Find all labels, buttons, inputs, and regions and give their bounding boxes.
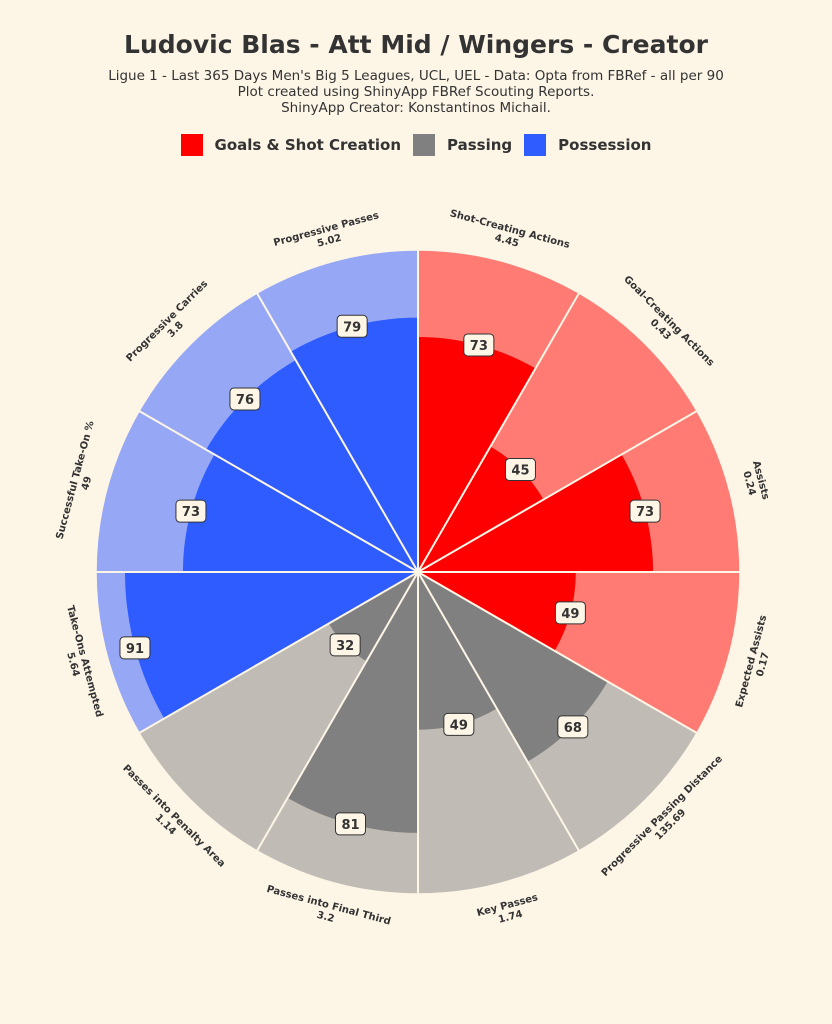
value-badge-goal-creating-actions: 45 [504,458,536,482]
badge-value: 68 [564,721,582,736]
slice-divider [256,292,419,573]
subtitle-line: ShinyApp Creator: Konstantinos Michail. [281,100,551,116]
slice-bar-key-passes [418,572,497,730]
badge-box [229,387,261,411]
value-badge-passes-into-final-third: 81 [334,812,366,836]
slice-divider [138,571,419,734]
legend-swatch [524,134,547,156]
value-badge-expected-assists: 49 [554,601,586,625]
legend-label: Possession [558,136,652,154]
badge-value: 81 [341,818,359,833]
chart-title: Ludovic Blas - Att Mid / Wingers - Creat… [124,30,708,59]
badge-value: 49 [561,607,579,622]
slice-divider [417,571,698,734]
slice-divider [417,410,698,573]
subtitle-line: Ligue 1 - Last 365 Days Men's Big 5 Leag… [108,68,724,84]
slice-dividers [95,249,741,895]
badge-value: 73 [470,339,488,354]
value-badge-key-passes: 49 [443,712,475,736]
slice-bar-shot-creating-actions [418,336,536,572]
badge-box [334,812,366,836]
badge-value: 49 [450,718,468,733]
badge-box [443,712,475,736]
badge-value: 91 [126,642,144,657]
value-badge-progressive-passing-distance: 68 [557,715,589,739]
badge-box [463,333,495,357]
slice-bar-expected-assists [418,572,576,651]
slice-divider [417,571,580,852]
badge-box [175,499,207,523]
stat-per90-value: 49 [80,475,94,491]
subtitle-line: Plot created using ShinyApp FBRef Scouti… [237,84,595,100]
stat-per90-value: 3.2 [315,910,335,925]
value-badge-take-ons-attempted: 91 [119,636,151,660]
slice-divider [138,410,419,573]
badge-value: 79 [343,320,361,335]
legend-item-possession: Possession [524,134,651,156]
badge-box [554,601,586,625]
badge-box [557,715,589,739]
slice-bar-progressive-passing-distance [418,572,608,762]
value-badge-progressive-carries: 76 [229,387,261,411]
legend-swatch [413,134,436,156]
legend-swatch [180,134,203,156]
slice-bar-take-ons-attempted [124,572,418,719]
legend-item-passing: Passing [413,134,512,156]
badge-value: 32 [336,639,354,654]
chart-subtitle: Ligue 1 - Last 365 Days Men's Big 5 Leag… [0,68,832,116]
slice-divider [417,292,580,573]
outer-ring [95,249,741,895]
slice-bar-assists [418,454,654,572]
badge-box [629,499,661,523]
legend-item-goals-shot-creation: Goals & Shot Creation [180,134,402,156]
badge-value: 76 [236,393,254,408]
badge-value: 73 [182,505,200,520]
legend: Goals & Shot Creation Passing Possession [0,134,832,156]
badge-box [329,633,361,657]
slice-bar-progressive-carries [206,360,418,572]
badge-box [504,458,536,482]
value-badge-shot-creating-actions: 73 [463,333,495,357]
legend-label: Passing [447,136,513,154]
value-badge-passes-into-penalty-area: 32 [329,633,361,657]
slice-values [124,317,654,833]
slice-divider [256,571,419,852]
slice-bar-passes-into-final-third [287,572,418,833]
legend-label: Goals & Shot Creation [214,136,402,154]
slice-bar-progressive-passes [290,317,418,572]
value-badge-progressive-passes: 79 [336,314,368,338]
slice-bar-successful-take-on [182,454,418,572]
value-badge-successful-take-on: 73 [175,499,207,523]
badge-value: 45 [511,464,529,479]
badge-box [336,314,368,338]
badge-box [119,636,151,660]
value-badge-assists: 73 [629,499,661,523]
badge-value: 73 [636,505,654,520]
value-badges: 73 45 73 49 68 49 81 32 91 73 76 79 [119,314,661,836]
